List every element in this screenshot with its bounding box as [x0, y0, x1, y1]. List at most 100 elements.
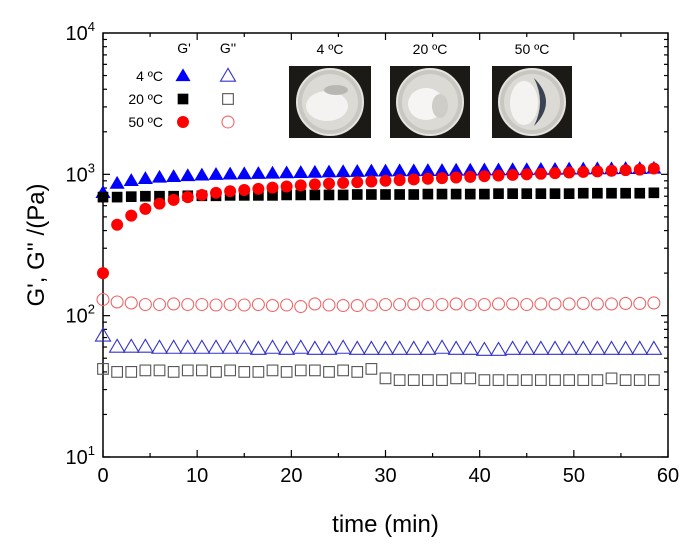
- data-point: [563, 166, 576, 179]
- data-point: [477, 297, 491, 312]
- data-point: [602, 340, 621, 355]
- axis-ticks: [102, 33, 669, 458]
- data-point: [492, 374, 505, 386]
- data-point: [250, 166, 266, 179]
- x-tick-label: 10: [186, 465, 208, 487]
- data-point: [647, 162, 660, 175]
- data-point: [479, 188, 490, 200]
- y-tick-label: 102: [66, 302, 95, 328]
- data-point: [520, 297, 534, 312]
- x-tick-label: 0: [97, 465, 108, 487]
- data-point: [633, 296, 647, 310]
- data-point: [309, 189, 321, 201]
- data-point: [577, 187, 589, 199]
- data-point: [379, 372, 392, 385]
- data-point: [506, 374, 519, 386]
- data-point: [153, 364, 166, 377]
- data-point: [507, 188, 518, 199]
- data-point: [434, 163, 450, 176]
- data-point: [562, 297, 576, 311]
- sample-dark-region: [534, 78, 546, 126]
- data-point: [280, 180, 293, 193]
- data-point: [266, 181, 279, 194]
- data-point: [179, 339, 197, 354]
- data-point: [96, 293, 110, 307]
- data-point: [208, 166, 224, 180]
- y-axis-title: G', G'' /(Pa): [23, 183, 50, 306]
- data-point: [336, 298, 350, 313]
- data-point: [235, 339, 253, 354]
- data-point: [97, 267, 109, 280]
- x-axis-title: time (min): [332, 511, 439, 538]
- data-point: [549, 188, 561, 199]
- data-point: [165, 339, 183, 354]
- data-point: [195, 188, 208, 201]
- data-point: [167, 193, 180, 206]
- y-tick-label: 104: [66, 19, 95, 45]
- data-point: [281, 189, 292, 201]
- data-point: [111, 366, 124, 378]
- data-point: [295, 189, 307, 201]
- data-point: [521, 188, 533, 199]
- data-point: [376, 340, 395, 355]
- y-tick-label: 103: [66, 160, 95, 186]
- axis-tick-labels: 0 10 20 30 40 50 60 101 102 103 104: [66, 19, 679, 487]
- data-point: [238, 366, 251, 378]
- data-point: [265, 298, 280, 313]
- series-g-dprime-20c: [97, 363, 660, 386]
- data-point: [450, 171, 463, 184]
- data-point: [520, 374, 533, 386]
- data-point: [209, 298, 223, 312]
- data-point: [394, 189, 405, 200]
- data-point: [125, 191, 137, 202]
- data-point: [294, 179, 307, 192]
- data-point: [534, 167, 547, 180]
- data-point: [548, 297, 562, 311]
- data-point: [448, 162, 464, 176]
- series-g-dprime-4c: [94, 327, 663, 356]
- legend-row-label: 20 ºC: [128, 91, 163, 107]
- x-tick-label: 30: [374, 465, 396, 487]
- data-point: [422, 188, 434, 200]
- data-point: [366, 189, 377, 200]
- data-point: [436, 172, 448, 185]
- data-point: [308, 364, 321, 377]
- inset-photo-50c: 50 ºC: [492, 41, 572, 138]
- data-point: [405, 340, 423, 355]
- data-point: [365, 363, 378, 375]
- data-point: [111, 218, 124, 231]
- data-point: [97, 363, 109, 375]
- data-point: [506, 168, 519, 181]
- data-point: [419, 340, 437, 355]
- data-point: [364, 298, 378, 312]
- data-point: [391, 340, 409, 355]
- data-point: [534, 297, 548, 311]
- data-point: [322, 298, 336, 312]
- data-point: [253, 190, 264, 201]
- legend-marker: [219, 67, 237, 82]
- data-point: [279, 165, 295, 179]
- data-point: [266, 364, 279, 377]
- data-point: [617, 340, 635, 355]
- data-point: [124, 296, 138, 310]
- data-point: [549, 167, 561, 180]
- data-point: [308, 178, 321, 191]
- data-point: [193, 339, 211, 354]
- data-point: [123, 173, 139, 186]
- data-point: [221, 339, 239, 354]
- data-marks: [94, 160, 663, 386]
- data-point: [574, 340, 592, 355]
- data-point: [108, 338, 126, 353]
- data-point: [136, 338, 154, 353]
- data-point: [520, 168, 533, 181]
- series-g-prime-50c: [97, 162, 660, 280]
- data-point: [549, 374, 561, 386]
- legend-row-label: 4 ºC: [136, 68, 163, 84]
- legend-marker: [222, 93, 234, 105]
- data-point: [180, 168, 196, 182]
- data-point: [267, 190, 278, 201]
- data-point: [421, 374, 434, 386]
- data-point: [323, 366, 335, 378]
- data-point: [321, 164, 337, 178]
- x-tick-label: 40: [469, 465, 491, 487]
